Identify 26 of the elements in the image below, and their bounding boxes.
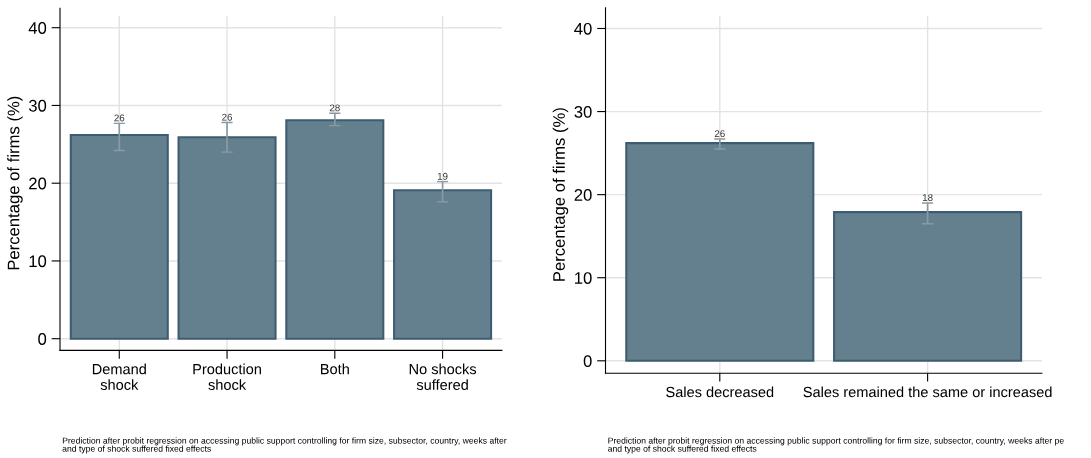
x-tick-label: Both [321, 363, 349, 375]
data-label: 28 [329, 104, 340, 112]
text: Prediction after probit regression on accessing public support controlling for firm size, subsector, country, weeks after and type of shock suffered fixed effects [62, 437, 507, 454]
y-tick-label: 10 [29, 255, 47, 268]
y-tick-label: 30 [28, 99, 47, 112]
y-tick-label: 40 [28, 22, 47, 34]
data-label: 18 [922, 194, 933, 202]
data-label: 19 [437, 172, 448, 180]
y-tick-label: 0 [38, 333, 47, 345]
y-tick-label: 30 [574, 105, 592, 118]
y-axis-title: Percentage of firms (%) [552, 108, 569, 281]
x-tick-label: Sales decreased [666, 386, 774, 398]
y-tick-label: 10 [575, 272, 592, 284]
y-axis-title: Percentage of firms (%) [7, 96, 23, 270]
data-label: 26 [714, 130, 725, 138]
y-tick-label: 20 [574, 189, 592, 201]
x-tick-label: Demand shock [92, 363, 146, 390]
y-tick-label: 40 [574, 22, 592, 35]
text: Prediction after probit regression on accessing public support controlling for firm size, subsector, country, weeks after pe and type of shock suffered fixed effects [608, 437, 1064, 454]
x-tick-label: Sales remained the same or increased [803, 386, 1052, 398]
x-tick-label: Production shock [193, 363, 261, 390]
y-tick-label: 0 [583, 355, 592, 368]
data-label: 26 [222, 113, 233, 121]
x-tick-label: No shocks suffered [409, 363, 477, 390]
data-label: 26 [114, 114, 125, 122]
y-tick-label: 20 [29, 177, 47, 190]
